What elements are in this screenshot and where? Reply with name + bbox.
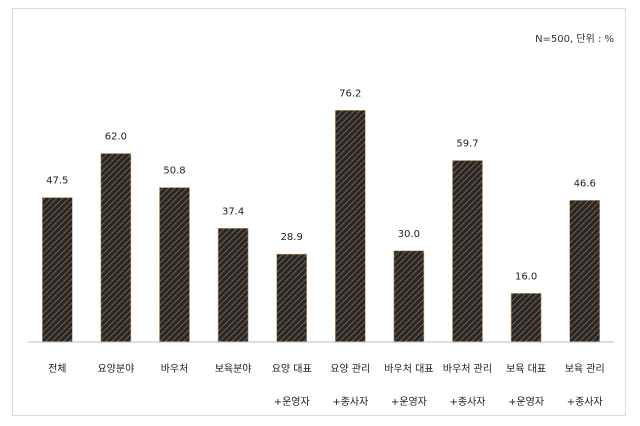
category-label-6-1: +운영자	[391, 396, 427, 408]
value-label-4: 28.9	[281, 232, 303, 243]
category-label-5-0: 요양 관리	[330, 363, 370, 375]
value-label-0: 47.5	[46, 176, 68, 187]
value-label-7: 59.7	[456, 139, 478, 150]
bar-7	[452, 160, 483, 343]
value-label-2: 50.8	[163, 166, 185, 177]
bar-4	[276, 253, 308, 343]
value-label-5: 76.2	[339, 88, 361, 99]
category-label-4-0: 요양 대표	[272, 363, 312, 375]
bar-9	[569, 200, 601, 343]
category-label-0-0: 전체	[48, 363, 66, 375]
bar-8	[510, 293, 542, 343]
category-label-4-1: +운영자	[274, 396, 310, 408]
bar-5	[334, 110, 366, 343]
category-label-9-1: +종사자	[567, 396, 603, 408]
value-label-6: 30.0	[398, 229, 420, 240]
category-label-2-0: 바우처	[161, 363, 189, 375]
category-label-7-1: +종사자	[450, 396, 486, 408]
value-label-1: 62.0	[105, 132, 127, 143]
value-label-9: 46.6	[574, 178, 596, 189]
category-label-8-1: +운영자	[508, 396, 544, 408]
category-label-3-0: 보육분야	[215, 363, 252, 375]
bar-2	[159, 187, 190, 343]
category-label-7-0: 바우처 관리	[443, 363, 492, 375]
bar-0	[41, 197, 73, 343]
category-label-9-0: 보육 관리	[565, 363, 605, 375]
bar-1	[100, 153, 132, 343]
value-label-8: 16.0	[515, 271, 537, 282]
bar-3	[217, 228, 249, 343]
value-label-3: 37.4	[222, 206, 244, 217]
sample-note: N=500, 단위 : %	[535, 34, 614, 45]
category-label-6-0: 바우처 대표	[384, 363, 433, 375]
bar-6	[393, 250, 425, 343]
category-label-5-1: +종사자	[332, 396, 368, 408]
category-label-8-0: 보육 대표	[506, 363, 546, 375]
category-label-1-0: 요양분야	[97, 363, 134, 375]
